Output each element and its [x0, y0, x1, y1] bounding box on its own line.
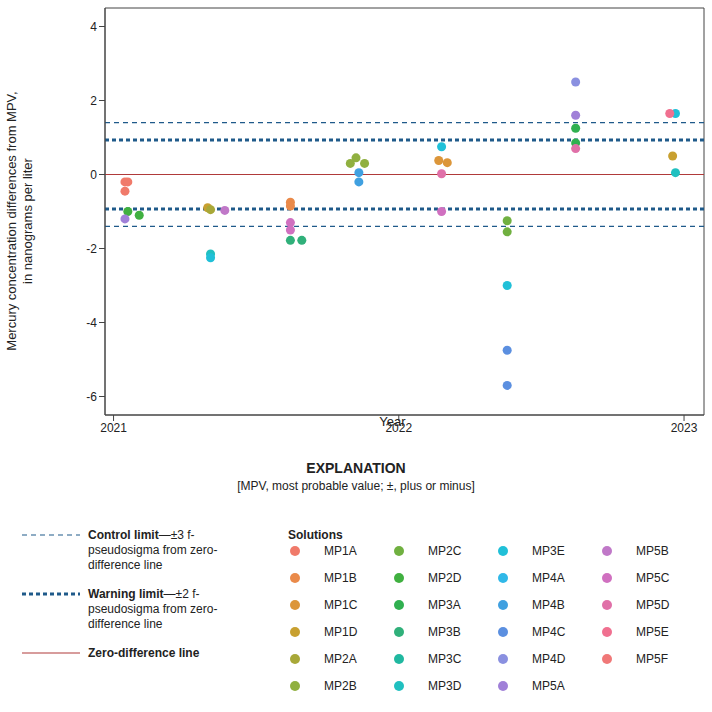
svg-text:2021: 2021 [100, 421, 127, 435]
html-text:MP5E: MP5E [636, 624, 669, 639]
html-text:MP1A: MP1A [324, 543, 357, 558]
html-text:Year: Year [379, 414, 406, 429]
html-text:MP5D: MP5D [636, 597, 670, 612]
html-text:Solutions: Solutions [288, 528, 343, 542]
html-text:Zero-difference line: Zero-difference line [88, 646, 200, 660]
html-text:MP3E: MP3E [532, 543, 565, 558]
html-text:MP1C: MP1C [324, 597, 358, 612]
html-text:MP4A: MP4A [532, 570, 565, 585]
html-text:MP4D: MP4D [532, 651, 566, 666]
svg-text:-4: -4 [86, 316, 97, 330]
html-text:MP3C: MP3C [428, 651, 462, 666]
html-text:EXPLANATION: EXPLANATION [306, 460, 406, 476]
html-text:Mercury concentration differen: Mercury concentration differences from M… [4, 91, 19, 351]
svg-text:4: 4 [90, 20, 97, 34]
html-text:MP3B: MP3B [428, 624, 461, 639]
svg-text:-6: -6 [86, 390, 97, 404]
html-text:MP5F: MP5F [636, 651, 668, 666]
svg-text:-2: -2 [86, 242, 97, 256]
html-text:MP3A: MP3A [428, 597, 461, 612]
html-text:MP3D: MP3D [428, 678, 462, 693]
html-text:Control limit —±3 f-pseudosigm: Control limit —±3 f-pseudosigma from zer… [88, 528, 218, 572]
svg-text:0: 0 [90, 168, 97, 182]
html-text:[MPV, most probable value; ±,: [MPV, most probable value; ±, plus or mi… [237, 479, 475, 493]
html-text:MP4B: MP4B [532, 597, 565, 612]
html-text:MP2D: MP2D [428, 570, 462, 585]
html-text:MP5C: MP5C [636, 570, 670, 585]
html-text:MP2C: MP2C [428, 543, 462, 558]
html-text:MP2A: MP2A [324, 651, 357, 666]
html-text:MP2B: MP2B [324, 678, 357, 693]
html-text:MP1B: MP1B [324, 570, 357, 585]
svg-text:2: 2 [90, 94, 97, 108]
html-text:MP4C: MP4C [532, 624, 566, 639]
svg-text:2023: 2023 [671, 421, 698, 435]
html-text:MP5B: MP5B [636, 543, 669, 558]
html-text:in nanograms per liter: in nanograms per liter [20, 158, 35, 284]
html-text:MP5A: MP5A [532, 678, 565, 693]
html-text:MP1D: MP1D [324, 624, 358, 639]
html-text:Warning limit —±2 f-pseudosigm: Warning limit —±2 f-pseudosigma from zer… [88, 587, 218, 631]
